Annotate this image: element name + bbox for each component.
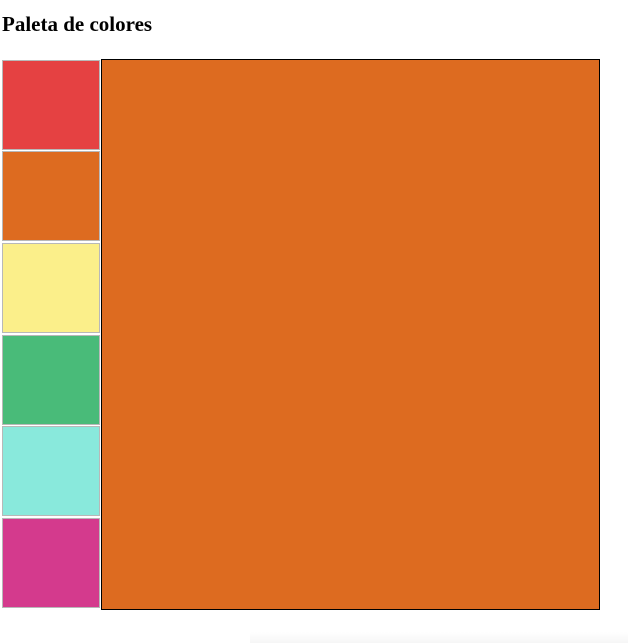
selected-color-preview — [101, 59, 600, 610]
color-swatch-orange[interactable] — [2, 151, 100, 241]
page-title: Paleta de colores — [2, 12, 153, 36]
color-swatch-yellow[interactable] — [2, 243, 100, 333]
color-swatch-list — [2, 60, 102, 610]
color-swatch-turquoise[interactable] — [2, 426, 100, 516]
color-swatch-green[interactable] — [2, 335, 100, 425]
color-swatch-pink[interactable] — [2, 518, 100, 608]
color-swatch-red[interactable] — [2, 60, 100, 150]
bottom-shadow — [250, 632, 628, 643]
